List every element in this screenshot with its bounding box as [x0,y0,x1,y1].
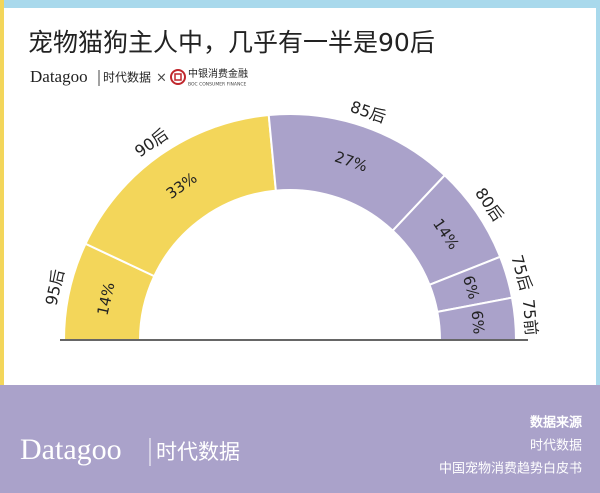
category-label: 75后 [507,253,535,293]
header-times: × [156,71,167,86]
right-band [596,0,600,385]
footer-logo: Datagoo [20,433,122,466]
top-band [0,0,600,8]
value-label: 6% [468,310,488,335]
source-title: 数据来源 [530,415,582,431]
header-partner-en: BOC CONSUMER FINANCE [188,82,246,88]
footer-logo-cn: 时代数据 [156,440,240,464]
partner-icon-inner [174,73,182,81]
value-label: 6% [459,273,483,301]
header-partner: 中银消费金融 [188,67,248,80]
source-line: 时代数据 [530,439,582,454]
category-label: 75前 [519,298,541,336]
left-band [0,0,4,385]
header-logo-cn: 时代数据 [103,70,151,85]
chart-title: 宠物猫狗主人中，几乎有一半是90后 [28,28,435,57]
header-logo: Datagoo [30,67,88,86]
source-line: 中国宠物消费趋势白皮书 [439,461,582,477]
category-label: 95后 [42,268,68,308]
footer [0,385,600,493]
partner-icon [170,69,186,85]
